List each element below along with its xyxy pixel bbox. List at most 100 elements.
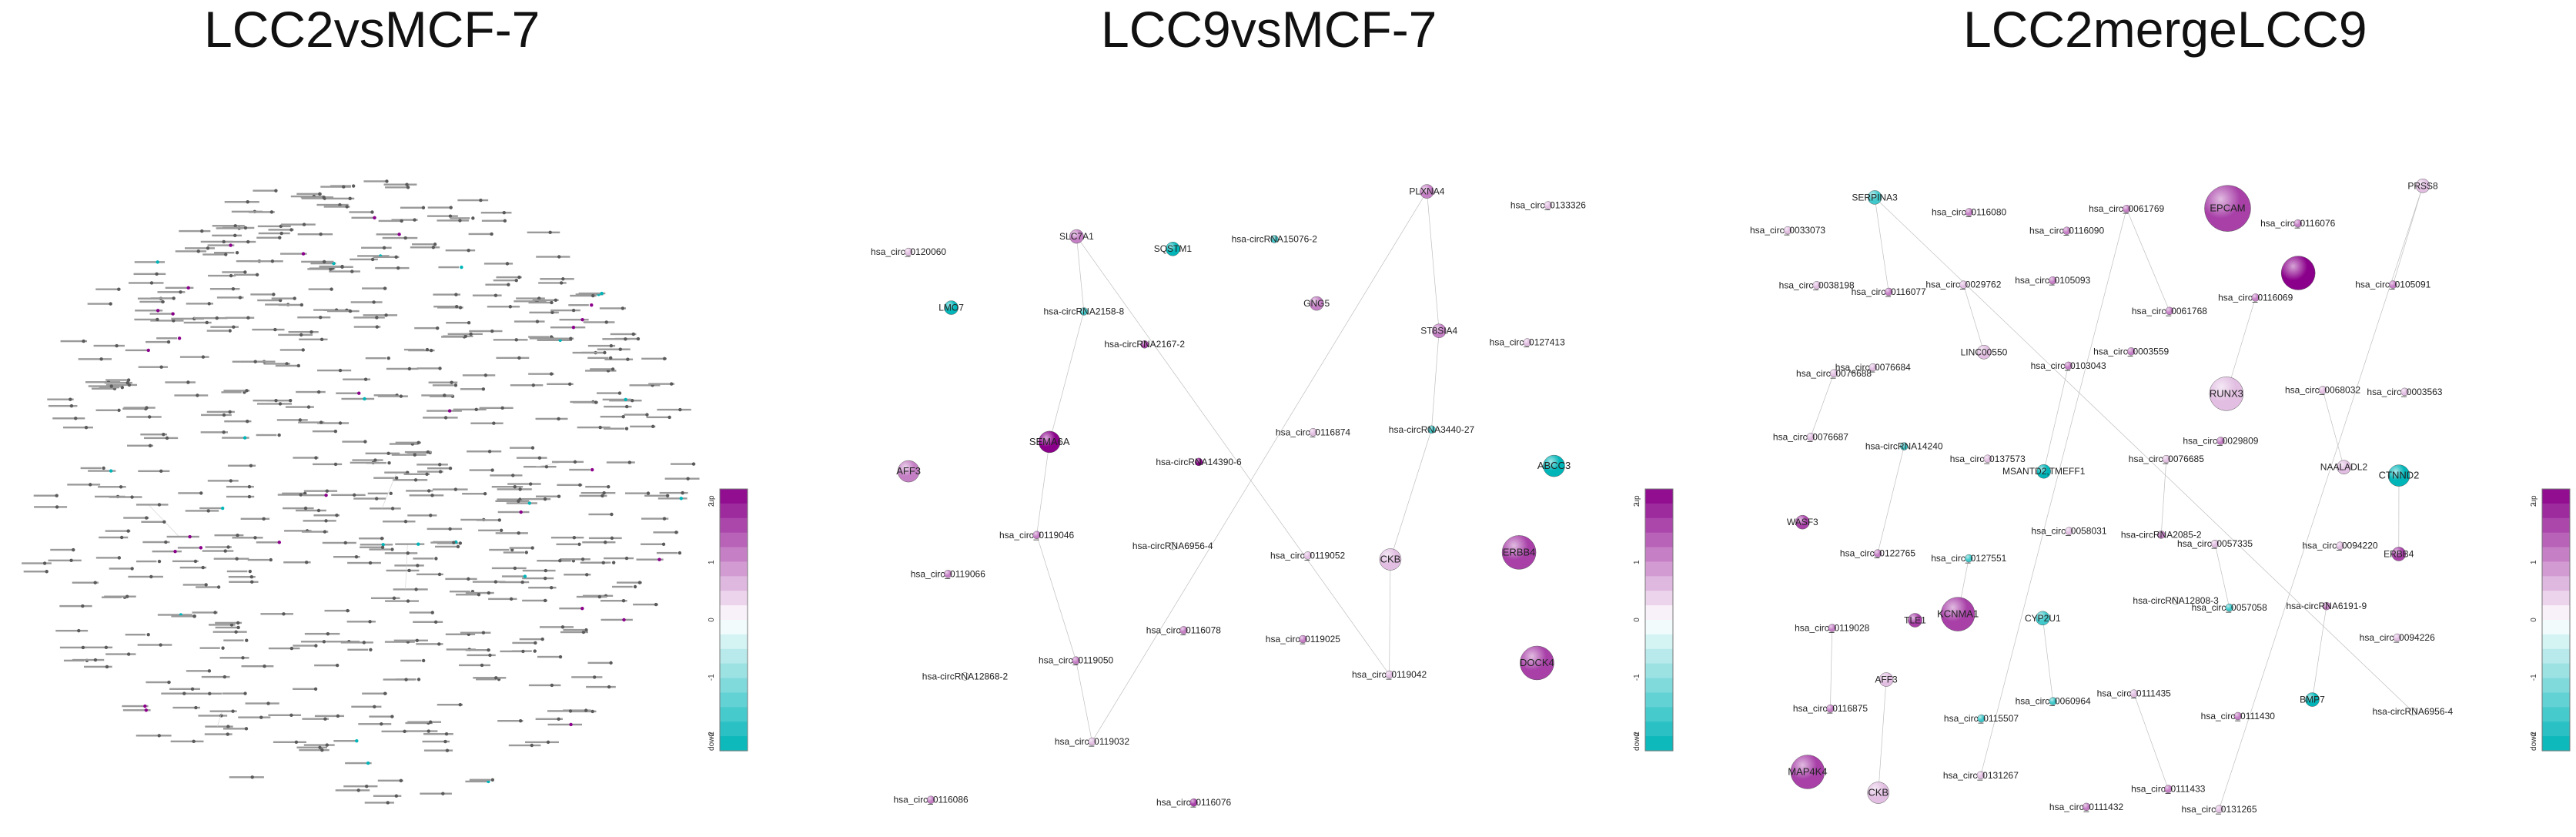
dense-label-mark	[462, 493, 484, 495]
dense-node	[236, 621, 240, 625]
panel-2-node-label: hsa_circ_0119050	[1039, 655, 1114, 666]
dense-label-mark	[664, 477, 700, 480]
dense-node	[514, 338, 518, 342]
dense-label-mark	[47, 398, 74, 400]
legend-tick-label: -2	[2530, 732, 2538, 738]
panel-3-node-shine	[2209, 377, 2243, 411]
dense-label-mark	[199, 507, 222, 510]
dense-node	[320, 748, 324, 752]
dense-label-mark	[446, 321, 470, 324]
panel-3-node-label: CKB	[1868, 787, 1889, 798]
dense-node	[204, 583, 208, 587]
dense-node	[514, 278, 518, 283]
dense-node	[370, 257, 375, 262]
dense-node	[549, 585, 554, 590]
dense-node	[69, 558, 73, 563]
dense-node	[490, 468, 494, 472]
dense-node	[243, 436, 247, 440]
panel-3-edge	[1874, 197, 1889, 293]
panel-3-node	[2280, 256, 2316, 290]
dense-label-mark	[459, 664, 491, 667]
dense-label-mark	[445, 578, 477, 581]
dense-node	[458, 541, 463, 545]
dense-node	[481, 631, 486, 634]
dense-label-mark	[507, 483, 541, 485]
dense-node	[403, 520, 408, 524]
dense-label-mark	[366, 461, 386, 464]
panel-2-node: hsa-circRNA2158-8	[1043, 306, 1124, 316]
dense-node	[524, 551, 528, 554]
dense-node	[603, 350, 607, 355]
dense-node	[340, 265, 344, 269]
dense-label-mark	[59, 604, 92, 608]
dense-node	[396, 266, 400, 270]
dense-node	[429, 348, 433, 353]
dense-label-mark	[200, 431, 228, 434]
dense-label-mark	[610, 333, 637, 336]
panel-2-node: DOCK4	[1520, 645, 1554, 681]
dense-label-mark	[522, 577, 554, 580]
dense-label-mark	[329, 270, 360, 273]
dense-label-mark	[557, 484, 583, 487]
panel-2-edge	[1076, 236, 1390, 675]
panel-3-node: hsa_circ_0061768	[2132, 306, 2207, 316]
dense-node	[530, 743, 534, 748]
panel-3-node-shine	[2337, 460, 2351, 474]
dense-node	[627, 460, 632, 464]
dense-label-mark	[409, 611, 433, 614]
dense-node	[602, 490, 606, 495]
dense-label-mark	[670, 463, 696, 465]
panel-3-node: hsa_circ_0094226	[2360, 632, 2435, 643]
panel-3-node: hsa-circRNA6956-4	[2372, 706, 2453, 717]
dense-label-mark	[257, 299, 280, 302]
dense-label-mark	[540, 278, 574, 280]
dense-node	[390, 507, 395, 511]
dense-node	[173, 549, 177, 554]
dense-label-mark	[351, 705, 382, 708]
dense-node	[222, 413, 226, 417]
panel-3-node-label: hsa_circ_0029762	[1925, 280, 2001, 290]
panel-2-node-label: hsa_circ_0119025	[1266, 634, 1341, 644]
legend-swatch	[2542, 532, 2570, 548]
panel-3-node: ERBB4	[2384, 547, 2414, 561]
dense-node	[148, 415, 152, 419]
dense-label-mark	[88, 385, 122, 387]
dense-node	[600, 291, 604, 296]
legend-swatch	[1645, 605, 1673, 621]
panel-3-node-shine	[1806, 433, 1815, 441]
dense-label-mark	[506, 502, 537, 504]
panel-3-node-shine	[1885, 288, 1893, 296]
dense-label-mark	[625, 492, 649, 494]
dense-node	[610, 512, 614, 517]
dense-label-mark	[216, 296, 244, 299]
dense-node	[510, 547, 514, 552]
dense-label-mark	[210, 326, 239, 328]
panel-2-node: hsa_circ_0133326	[1510, 200, 1586, 211]
dense-label-mark	[138, 470, 170, 473]
dense-label-mark	[580, 491, 616, 494]
dense-label-mark	[226, 495, 255, 498]
dense-node	[437, 642, 441, 646]
dense-label-mark	[416, 643, 443, 645]
dense-node	[670, 382, 674, 386]
dense-label-mark	[222, 692, 245, 695]
dense-label-mark	[537, 655, 562, 658]
legend-swatch	[720, 721, 748, 737]
dense-label-mark	[414, 326, 440, 330]
dense-label-mark	[248, 211, 275, 213]
dense-label-mark	[177, 547, 200, 549]
dense-label-mark	[559, 318, 589, 321]
dense-label-mark	[582, 541, 616, 544]
dense-node	[269, 557, 273, 562]
dense-node	[201, 355, 206, 359]
dense-node	[69, 403, 74, 408]
dense-node	[511, 474, 515, 477]
panel-3-node-label: ERBB4	[2384, 548, 2414, 559]
dense-node	[345, 205, 349, 209]
panel-3-node-shine	[2036, 611, 2050, 625]
dense-node	[415, 638, 419, 643]
dense-label-mark	[573, 401, 598, 403]
panel-2-node-label: hsa_circ_0120060	[871, 246, 946, 257]
panel-2-node: hsa_circ_0127413	[1490, 337, 1565, 348]
dense-node	[244, 727, 249, 731]
